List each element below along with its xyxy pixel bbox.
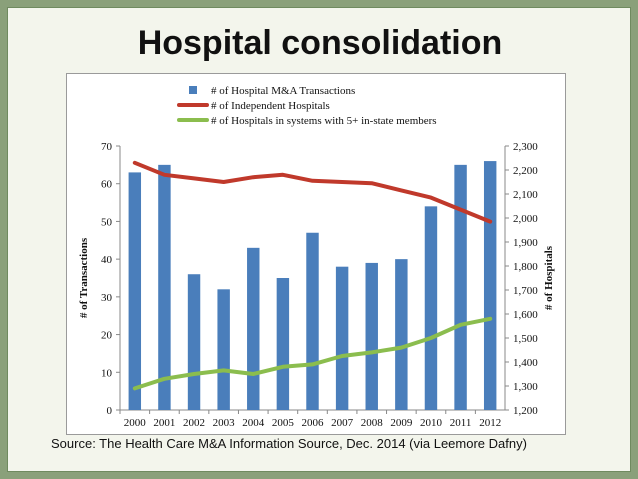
bar [335,266,349,410]
right-tick-label: 2,300 [513,141,538,153]
x-tick-label: 2001 [153,417,175,429]
bar [128,172,142,410]
x-tick-label: 2005 [272,417,295,429]
right-tick-label: 1,300 [513,381,538,393]
left-tick-label: 60 [101,179,113,191]
x-tick-label: 2008 [361,417,384,429]
left-tick-label: 0 [107,405,113,417]
right-tick-label: 1,400 [513,357,538,369]
x-tick-label: 2010 [420,417,443,429]
bar [276,278,290,410]
left-axis-title: # of Transactions [78,237,90,318]
bar [306,232,319,410]
left-tick-label: 30 [101,292,113,304]
series-line [132,160,493,224]
series-line [132,316,493,391]
x-tick-label: 2004 [242,417,265,429]
x-tick-label: 2011 [450,417,472,429]
bar [483,161,497,410]
x-tick-label: 2007 [331,417,354,429]
x-tick-label: 2003 [213,417,236,429]
left-tick-label: 50 [101,216,113,228]
bar [217,289,230,410]
source-note: Source: The Health Care M&A Information … [51,436,527,451]
left-tick-label: 40 [101,254,113,266]
left-tick-label: 70 [101,141,113,153]
legend-label: # of Hospitals in systems with 5+ in-sta… [211,115,437,127]
slide: Hospital consolidation 0 10 20 30 40 50 60 70 1,… [7,7,631,472]
x-tick-label: 2002 [183,417,205,429]
hospital-consolidation-chart: 0 10 20 30 40 50 60 70 1,200 1,300 1,400 1,500 1,600… [78,85,555,429]
bar [424,206,438,410]
left-tick-label: 20 [101,330,113,342]
right-tick-label: 1,200 [513,405,538,417]
right-tick-label: 2,100 [513,189,538,201]
left-tick-label: 10 [101,367,113,379]
right-tick-label: 1,800 [513,261,538,273]
right-tick-label: 1,600 [513,309,538,321]
bar [187,274,201,410]
bar [454,164,467,410]
right-tick-label: 2,200 [513,165,538,177]
right-tick-label: 1,700 [513,285,538,297]
x-tick-label: 2012 [479,417,501,429]
x-tick-label: 2006 [302,417,325,429]
legend-swatch [189,86,197,94]
right-axis-title: # of Hospitals [543,245,555,310]
right-tick-label: 1,500 [513,333,538,345]
legend-label: # of Independent Hospitals [211,100,330,112]
bar [158,164,171,410]
x-tick-label: 2000 [124,417,147,429]
right-tick-label: 2,000 [513,213,538,225]
bar [365,262,378,410]
legend-label: # of Hospital M&A Transactions [211,85,355,97]
chart-container: 0 10 20 30 40 50 60 70 1,200 1,300 1,400 1,500 1,600… [66,73,566,435]
page-title: Hospital consolidation [137,24,503,62]
x-tick-label: 2009 [390,417,413,429]
bar [247,247,260,410]
bar [395,259,408,410]
right-tick-label: 1,900 [513,237,538,249]
